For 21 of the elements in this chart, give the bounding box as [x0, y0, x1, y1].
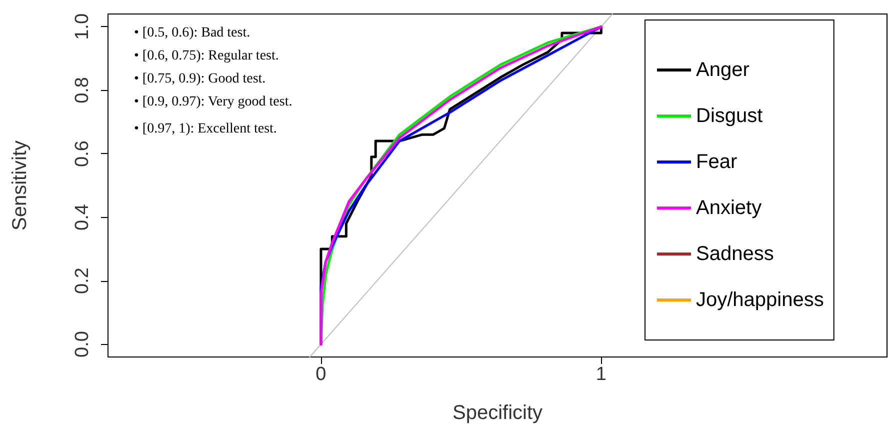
y-axis-title: Sensitivity — [9, 140, 31, 231]
annotation: • [0.97, 1): Excellent test. — [134, 122, 277, 136]
y-tick-label: 0.6 — [72, 140, 93, 167]
x-axis-title: Specificity — [452, 402, 543, 424]
x-tick-label: 0 — [316, 364, 326, 385]
legend-label: Anger — [696, 59, 750, 81]
annotation: • [0.75, 0.9): Good test. — [134, 72, 266, 86]
y-tick-label: 0.4 — [72, 204, 93, 230]
x-tick-label: 1 — [596, 364, 606, 385]
y-tick-label: 0.0 — [72, 331, 93, 358]
legend-label: Fear — [696, 151, 738, 173]
annotation: • [0.5, 0.6): Bad test. — [134, 26, 250, 40]
y-tick-label: 0.8 — [72, 77, 93, 104]
y-tick-label: 1.0 — [72, 13, 93, 40]
legend-label: Sadness — [696, 243, 774, 265]
legend-label: Joy/happiness — [696, 289, 824, 311]
legend-label: Disgust — [696, 105, 764, 127]
y-tick-label: 0.2 — [72, 268, 93, 294]
annotation: • [0.6, 0.75): Regular test. — [134, 48, 279, 64]
legend-label: Anxiety — [696, 197, 762, 219]
annotation: • [0.9, 0.97): Very good test. — [134, 94, 292, 110]
